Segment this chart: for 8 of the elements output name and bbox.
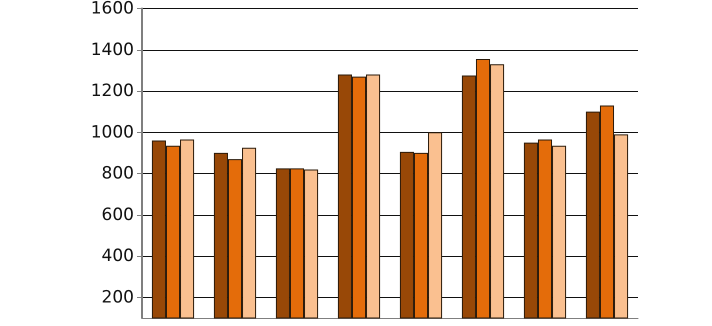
y-tick-label: 1400 — [90, 40, 134, 60]
y-tick-label: 800 — [102, 164, 134, 184]
y-tick-label: 200 — [102, 287, 134, 308]
y-tick-label: 1600 — [90, 0, 134, 18]
y-tick-label: 1000 — [90, 122, 134, 142]
y-tick-label: 600 — [102, 204, 134, 225]
y-tick-label: 1200 — [90, 81, 134, 102]
y-tick-label: 400 — [102, 246, 134, 266]
